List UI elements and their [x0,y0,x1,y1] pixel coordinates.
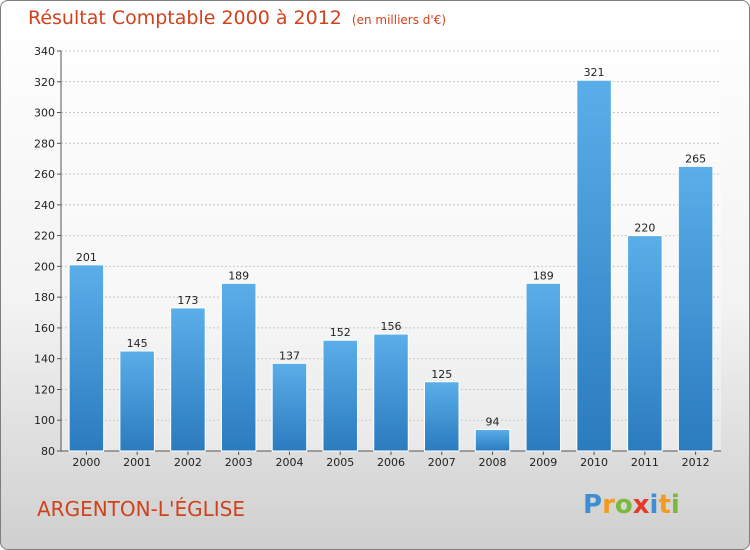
y-tick-label: 240 [34,199,55,212]
bar-2005 [322,339,358,452]
value-label-2001: 145 [127,337,148,350]
value-label-2002: 173 [177,294,198,307]
y-tick-label: 120 [34,383,55,396]
value-label-2003: 189 [228,269,249,282]
x-tick-label-2008: 2008 [479,456,507,469]
y-tick-label: 100 [34,414,55,427]
value-label-2011: 220 [634,222,655,235]
x-tick-labels: 2000 2001 2002 2003 2004 2005 2006 2007 2008 2009… [72,456,709,469]
x-tick-label-2005: 2005 [326,456,354,469]
y-tick-label: 260 [34,168,55,181]
logo-letter: P [583,490,603,520]
bar-2000 [68,264,105,452]
bar-2006 [373,333,409,452]
commune-name: ARGENTON-L'ÉGLISE [37,497,245,521]
logo-letter: i [670,490,680,520]
y-tick-label: 80 [41,445,55,458]
x-tick-label-2003: 2003 [225,456,253,469]
x-tick-label-2011: 2011 [631,456,659,469]
value-label-2012: 265 [685,152,706,165]
y-tick-label: 220 [34,230,55,243]
y-tick-label: 320 [34,76,55,89]
x-tick-label-2004: 2004 [275,456,303,469]
bar-2007 [424,381,460,452]
value-label-2009: 189 [533,269,554,282]
x-tick-label-2006: 2006 [377,456,405,469]
proxiti-logo: Proxiti [583,490,680,520]
bar-2011 [627,235,663,452]
bar-2009 [525,282,562,452]
bar-2008 [474,428,511,452]
y-tick-label: 140 [34,353,55,366]
bar-2001 [119,350,155,452]
bar-2003 [220,282,257,452]
x-tick-label-2012: 2012 [682,456,710,469]
y-tick-labels: 80 100 120 140 160 180 200 220 240 260 280 300 320 34… [34,45,55,458]
x-tick-label-2001: 2001 [123,456,151,469]
logo-letter: x [632,490,650,520]
value-labels: 201 145 173 189 137 152 156 125 94 189 321 220 265 [76,66,706,428]
bar-2010 [576,79,612,452]
bar-2002 [170,307,206,452]
bar-2004 [271,362,308,452]
value-label-2005: 152 [330,326,351,339]
value-label-2000: 201 [76,251,97,264]
y-tick-label: 280 [34,137,55,150]
x-tick-label-2009: 2009 [529,456,557,469]
y-tick-label: 300 [34,107,55,120]
y-tick-label: 200 [34,260,55,273]
value-label-2010: 321 [584,66,605,79]
value-label-2007: 125 [431,368,452,381]
x-tick-label-2002: 2002 [174,456,202,469]
logo-letter: r [602,490,615,520]
chart-title: Résultat Comptable 2000 à 2012 (en millie… [28,7,446,29]
value-label-2008: 94 [486,415,500,428]
bar-2012 [677,165,714,452]
x-tick-label-2007: 2007 [428,456,456,469]
logo-letter: t [658,490,671,520]
logo-letter: o [614,490,633,520]
y-tick-label: 340 [34,45,55,58]
x-tick-label-2000: 2000 [72,456,100,469]
x-tick-label-2010: 2010 [580,456,608,469]
value-label-2004: 137 [279,349,300,362]
logo-letter: i [649,490,659,520]
y-tick-label: 160 [34,322,55,335]
y-tick-label: 180 [34,291,55,304]
value-label-2006: 156 [381,320,402,333]
chart-subtitle: (en milliers d'€) [351,13,447,27]
bars [68,79,714,452]
chart-title-main: Résultat Comptable 2000 à 2012 [28,7,342,29]
